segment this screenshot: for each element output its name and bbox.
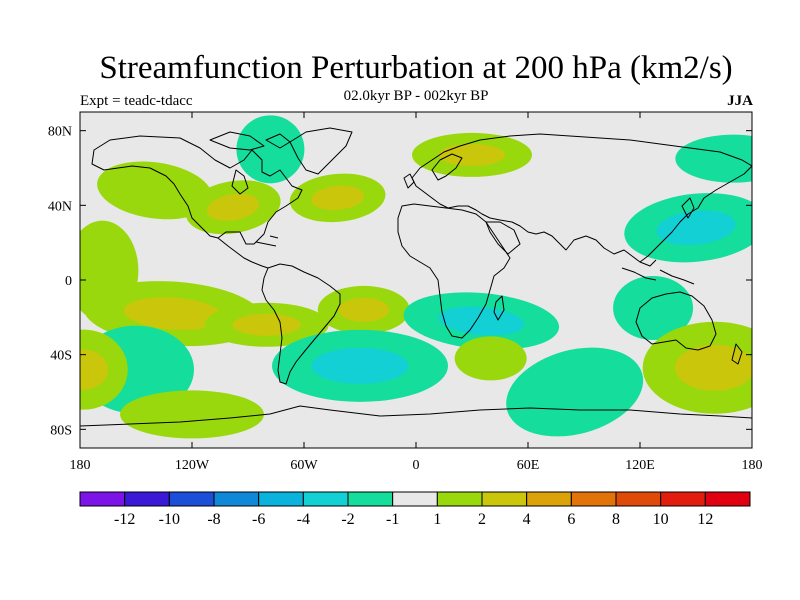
anomaly-region [97,161,213,220]
y-tick-label: 40N [48,199,72,214]
map-axis-ticks: 180 120W 60W 0 60E 120E 180 80N 40N 0 40S 80S [48,112,763,473]
anomaly-core [311,347,409,384]
colorbar-box [615,491,662,507]
coastline-hudson-bay [231,169,249,195]
anomaly-region [454,336,527,381]
coastline-indonesia [621,259,695,285]
coastline-japan [681,197,695,219]
anomaly-core [338,297,390,322]
coastline-madagascar [493,295,505,321]
colorbar-box [436,491,483,507]
colorbar-label: 6 [567,511,575,528]
coastline-caribbean [255,235,279,247]
y-tick-label: 40S [50,349,72,364]
colorbar-label: -8 [207,511,220,528]
anomaly-region [675,134,752,183]
x-tick-label: 0 [413,458,420,473]
colorbar-label: -12 [114,511,135,528]
colorbar-label: 12 [697,511,713,528]
colorbar-box [392,491,438,507]
chart-title: Streamfunction Perturbation at 200 hPa (… [99,50,733,86]
colorbar-labels: -12 -10 -8 -6 -4 -2 -1 1 2 4 6 8 10 12 [114,511,713,528]
coastline-antarctica [80,405,752,427]
anomaly-core [439,143,505,166]
season-label: JJA [727,93,753,109]
colorbar-label: 4 [523,511,531,528]
x-tick-label: 120E [625,458,655,473]
anomaly-region [613,276,694,340]
anomaly-core [206,193,260,221]
colorbar-label: -10 [159,511,180,528]
anomaly-core [311,185,364,211]
colorbar-label: 1 [433,511,441,528]
coastline-north-america [91,135,303,245]
colorbar-box [124,491,170,507]
colorbar-label: 2 [478,511,486,528]
colorbar-box [213,491,260,507]
x-tick-label: 60W [290,458,318,473]
colorbar-label: -1 [386,511,399,528]
colorbar-box [570,491,617,507]
colorbar-box [526,491,572,507]
colorbar-box [302,491,349,507]
coastline-eurasia [411,133,752,263]
coastline-central-america [217,237,269,269]
x-tick-label: 180 [742,458,763,473]
anomaly-core [438,306,525,336]
coastline-arabia [485,221,521,255]
anomaly-core [123,297,223,330]
y-tick-label: 80N [48,125,72,140]
colorbar-label: 10 [653,511,669,528]
coastline-south-america [261,263,341,385]
colorbar-label: 8 [612,511,620,528]
y-tick-label: 0 [65,274,72,289]
anomaly-region [506,347,644,437]
coastline-africa [397,203,511,339]
coastline-british-isles [403,173,415,189]
coastlines [80,127,752,427]
anomaly-core [80,349,108,390]
coastline-greenland [289,127,353,175]
colorbar-box [481,491,528,507]
colorbar-boxes [79,491,751,507]
anomaly-core [656,210,736,246]
y-tick-label: 80S [50,423,72,438]
period-label: 02.0kyr BP - 002kyr BP [343,88,489,104]
colorbar-box [660,491,706,507]
coastline-new-zealand [731,343,743,365]
anomaly-region [120,390,264,439]
anomaly-core [232,313,301,336]
colorbar-box [704,491,751,507]
anomaly-fields [80,115,752,439]
coastline-arctic-islands [209,131,291,151]
experiment-label: Expt = teadc-tdacc [80,93,193,109]
colorbar-box [168,491,215,507]
colorbar-label: -2 [341,511,354,528]
colorbar-box [258,491,304,507]
x-tick-label: 180 [70,458,91,473]
colorbar-label: -6 [252,511,265,528]
colorbar-box [79,491,126,507]
colorbar-box [347,491,394,507]
coastline-scandinavia [431,153,463,181]
x-tick-label: 120W [175,458,210,473]
colorbar-label: -4 [297,511,310,528]
anomaly-region [236,115,305,184]
x-tick-label: 60E [517,458,540,473]
coastline-australia [635,291,717,351]
